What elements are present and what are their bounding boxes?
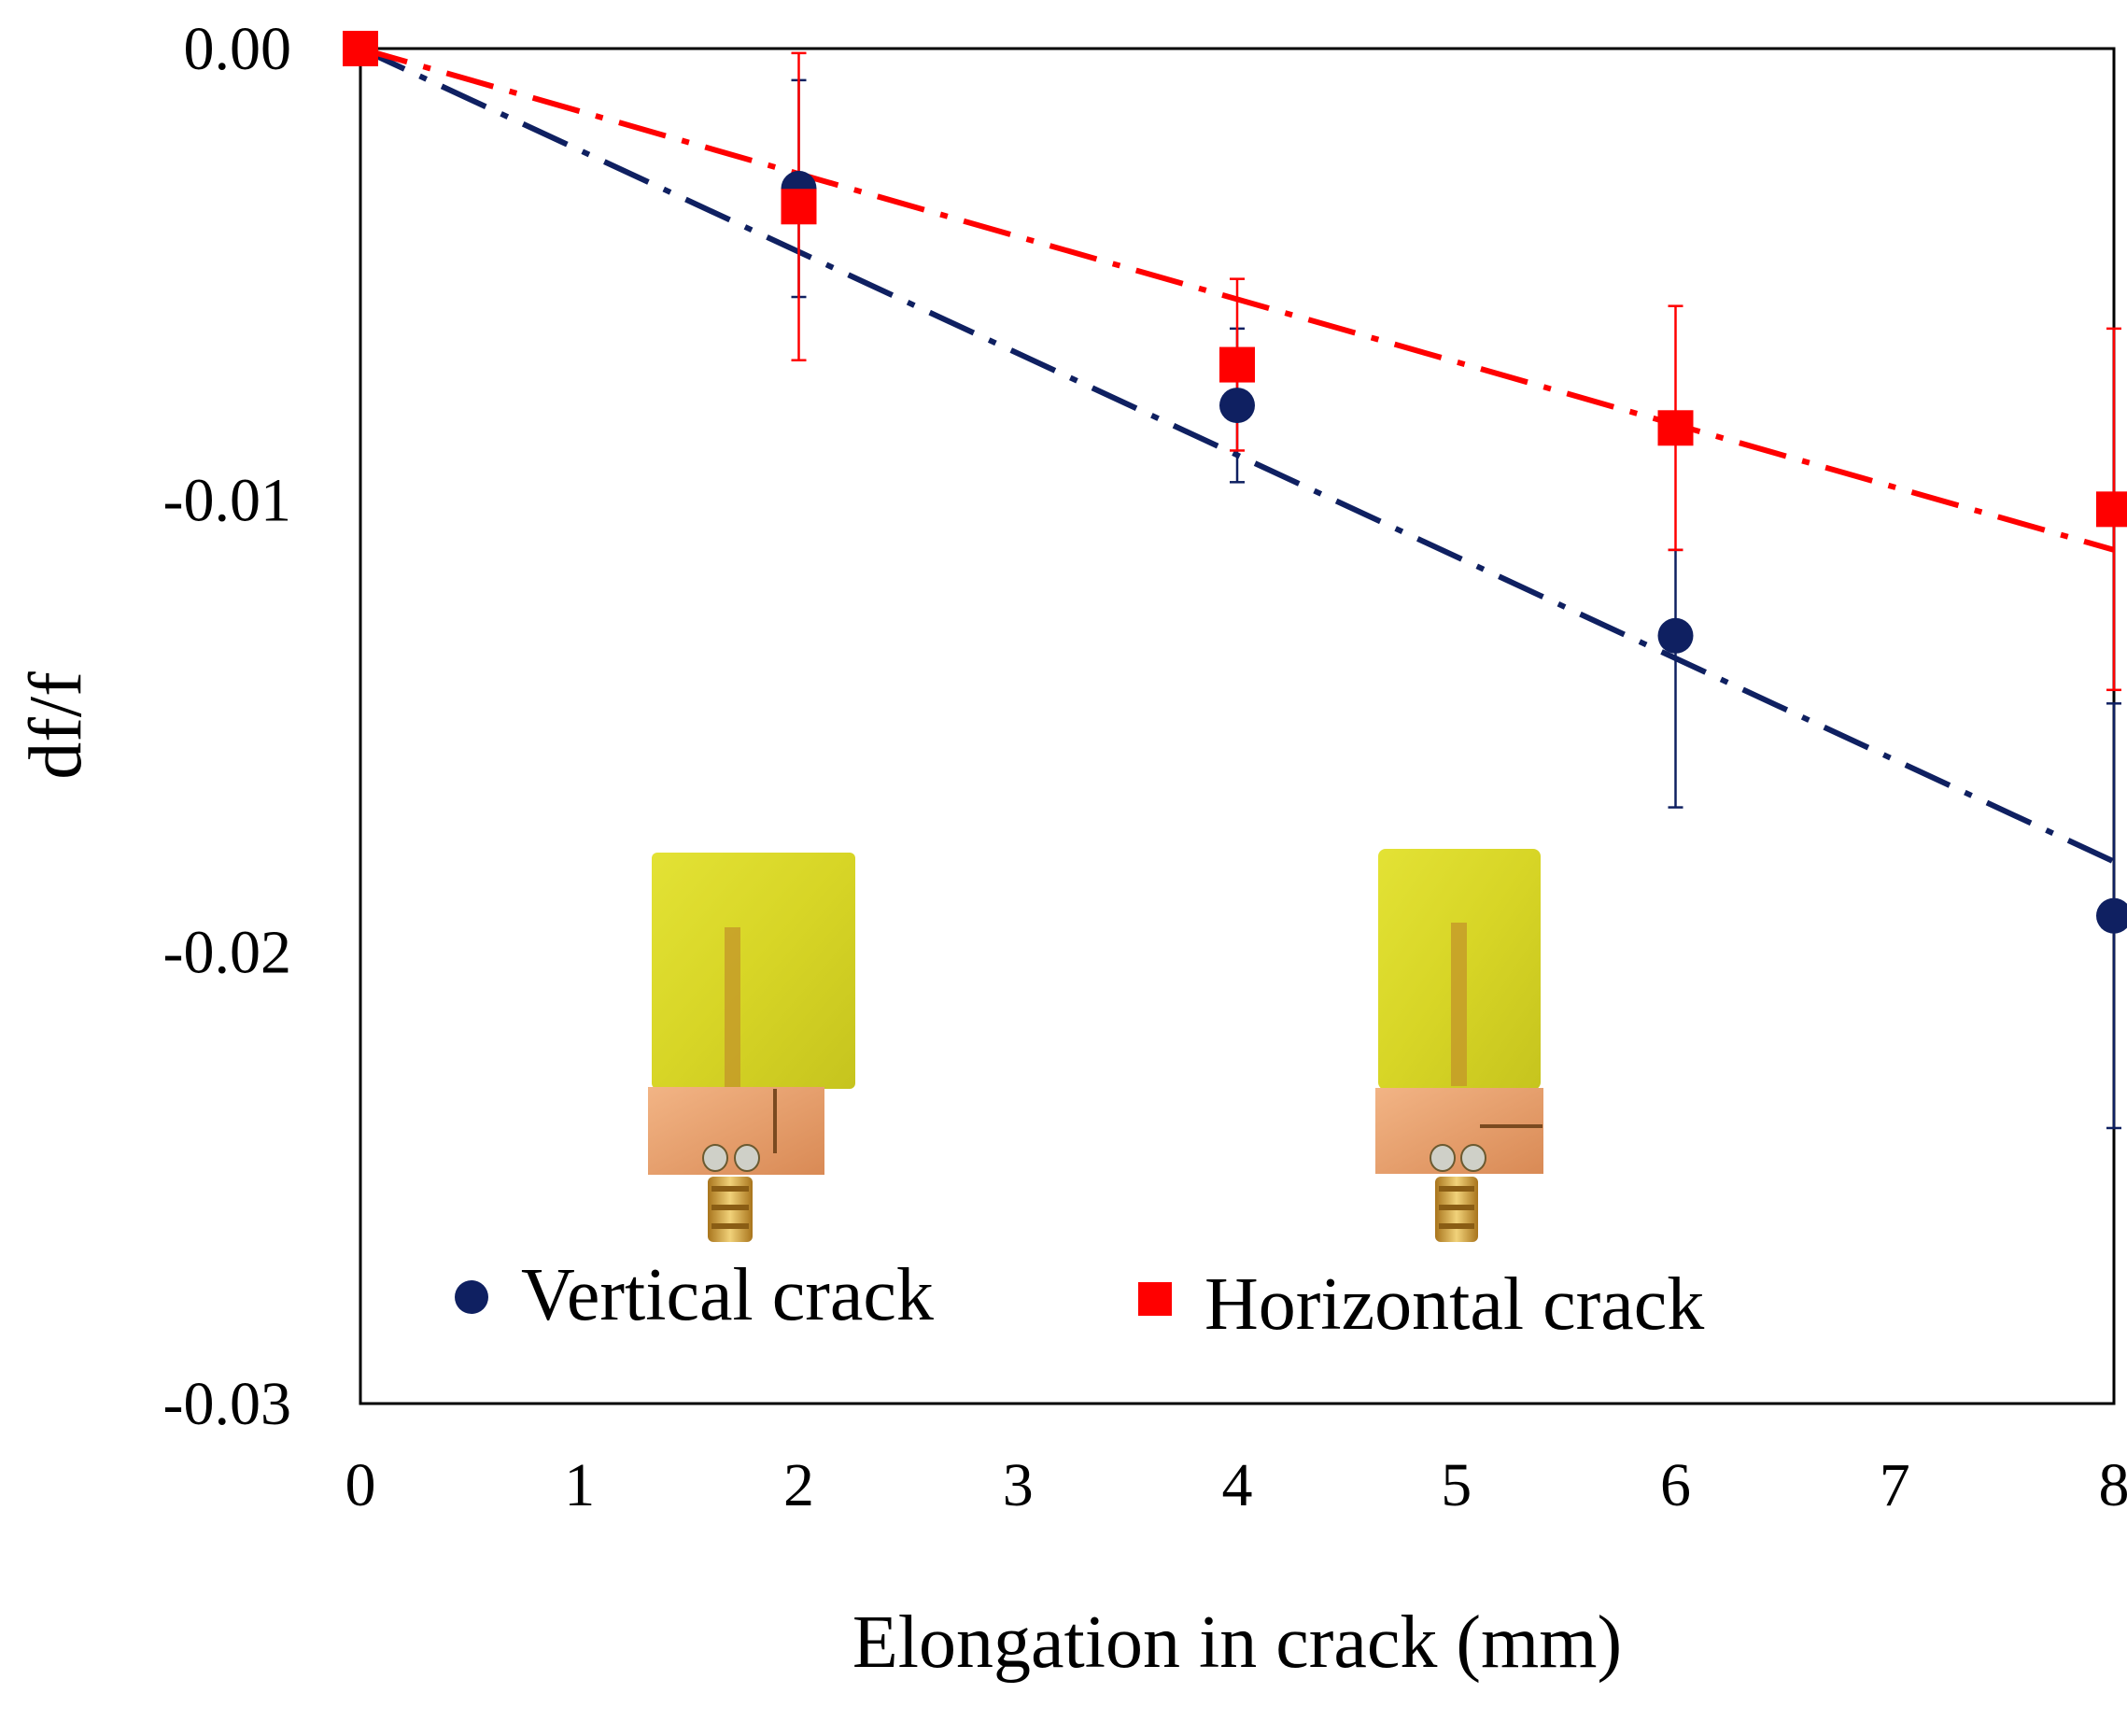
x-tick-label: 3 <box>1003 1451 1034 1519</box>
data-markers <box>343 31 2127 934</box>
legend: Vertical crack Horizontal crack <box>455 1254 1704 1346</box>
x-tick-label: 1 <box>564 1451 595 1519</box>
data-point-horizontal-crack <box>781 189 817 225</box>
plot-area <box>359 47 2116 1405</box>
error-bar-vertical-crack <box>1668 548 1683 809</box>
x-tick-label: 0 <box>345 1451 376 1519</box>
y-axis-title: df/f <box>15 671 97 780</box>
antenna-horizontal-crack-photo <box>1375 849 1543 1242</box>
y-tick-label: 0.00 <box>184 15 292 83</box>
y-tick-label: -0.02 <box>163 918 291 986</box>
legend-marker-vertical-crack <box>455 1280 488 1314</box>
x-tick-label: 8 <box>2099 1451 2127 1519</box>
legend-marker-horizontal-crack <box>1138 1282 1172 1316</box>
data-point-vertical-crack <box>2096 897 2127 934</box>
x-tick-label: 6 <box>1660 1451 1691 1519</box>
x-tick-label: 7 <box>1880 1451 1910 1519</box>
x-axis-title: Elongation in crack (mm) <box>852 1602 1622 1684</box>
data-point-vertical-crack <box>1657 617 1694 654</box>
x-tick-label: 4 <box>1222 1451 1253 1519</box>
antenna-vertical-crack-photo <box>648 853 855 1242</box>
data-point-horizontal-crack <box>2096 491 2127 528</box>
data-point-horizontal-crack <box>1219 346 1255 383</box>
data-point-horizontal-crack <box>1657 410 1694 446</box>
x-tick-label: 5 <box>1441 1451 1472 1519</box>
data-point-horizontal-crack <box>343 31 378 66</box>
x-tick-label: 2 <box>783 1451 814 1519</box>
data-point-vertical-crack <box>1219 388 1255 424</box>
y-tick-labels: 0.00 -0.01 -0.02 -0.03 <box>163 15 291 1438</box>
x-tick-labels: 0 1 2 3 4 5 6 7 8 <box>345 1451 2127 1519</box>
legend-label-vertical-crack: Vertical crack <box>521 1254 934 1336</box>
y-tick-label: -0.01 <box>163 467 291 535</box>
y-tick-label: -0.03 <box>163 1370 291 1438</box>
legend-label-horizontal-crack: Horizontal crack <box>1204 1263 1704 1346</box>
